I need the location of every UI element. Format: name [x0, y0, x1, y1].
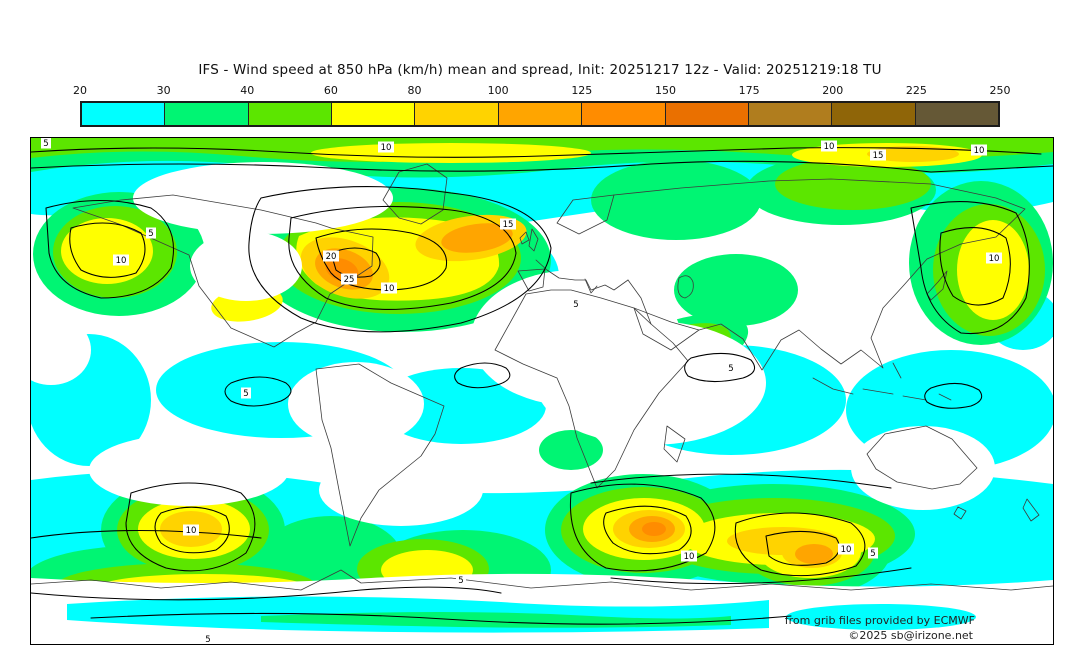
colorbar [80, 101, 1000, 127]
colorbar-tick: 40 [240, 84, 255, 97]
world-map-graphic: 5 10 10 15 10 15 20 25 10 5 10 5 10 5 5 10 10 10 5 5 5 [31, 138, 1053, 644]
contour-label: 5 [43, 139, 48, 149]
colorbar-segment [665, 103, 749, 125]
contour-label: 10 [116, 256, 127, 266]
contour-label: 10 [381, 143, 392, 153]
contour-label: 5 [728, 364, 733, 374]
colorbar-tick: 200 [822, 84, 844, 97]
colorbar-segment [748, 103, 833, 125]
colorbar-segment [498, 103, 583, 125]
contour-label: 5 [205, 635, 210, 644]
contour-label: 10 [824, 142, 835, 152]
contour-label: 5 [573, 300, 578, 310]
contour-label: 5 [870, 549, 875, 559]
contour-label: 20 [326, 252, 337, 262]
contour-label: 10 [974, 146, 985, 156]
contour-label: 10 [384, 284, 395, 294]
colorbar-segment [582, 103, 666, 125]
colorbar-tick: 60 [323, 84, 338, 97]
colorbar-tick: 100 [487, 84, 509, 97]
contour-label: 10 [989, 254, 1000, 264]
spread-contours [31, 147, 1053, 625]
contour-label: 15 [503, 220, 514, 230]
colorbar-tick: 225 [905, 84, 927, 97]
world-map: 5 10 10 15 10 15 20 25 10 5 10 5 10 5 5 10 10 10 5 5 5 from … [30, 137, 1054, 645]
chart-title: IFS - Wind speed at 850 hPa (km/h) mean … [198, 62, 882, 78]
contour-label: 15 [873, 151, 884, 161]
colorbar-segment [415, 103, 499, 125]
colorbar-segment [332, 103, 416, 125]
colorbar-tick: 150 [654, 84, 676, 97]
contour-label: 10 [186, 526, 197, 536]
colorbar-segment [915, 103, 998, 125]
contour-label: 5 [458, 576, 463, 586]
colorbar-segment [832, 103, 916, 125]
colorbar-tick: 30 [156, 84, 171, 97]
colorbar-segment [248, 103, 333, 125]
attribution-source: from grib files provided by ECMWF [784, 614, 975, 627]
contour-label: 25 [344, 275, 355, 285]
colorbar-tick: 80 [407, 84, 422, 97]
colorbar-tick: 175 [738, 84, 760, 97]
wind-speed-shading [31, 138, 1053, 644]
contour-label: 10 [684, 552, 695, 562]
contour-labels: 5 10 10 15 10 15 20 25 10 5 10 5 10 5 5 10 10 10 5 5 5 [41, 138, 1002, 644]
colorbar-tick: 20 [73, 84, 87, 97]
colorbar-tick: 125 [571, 84, 593, 97]
coastlines [31, 163, 1053, 591]
colorbar-ticks: 20 30 40 60 80 100 125 150 175 200 225 250 [73, 84, 1011, 98]
contour-label: 10 [841, 545, 852, 555]
attribution-copyright: ©2025 sb@irizone.net [848, 629, 973, 642]
colorbar-segment [165, 103, 249, 125]
contour-label: 5 [243, 389, 248, 399]
colorbar-segment [82, 103, 166, 125]
colorbar-tick: 250 [989, 84, 1011, 97]
contour-label: 5 [148, 229, 153, 239]
